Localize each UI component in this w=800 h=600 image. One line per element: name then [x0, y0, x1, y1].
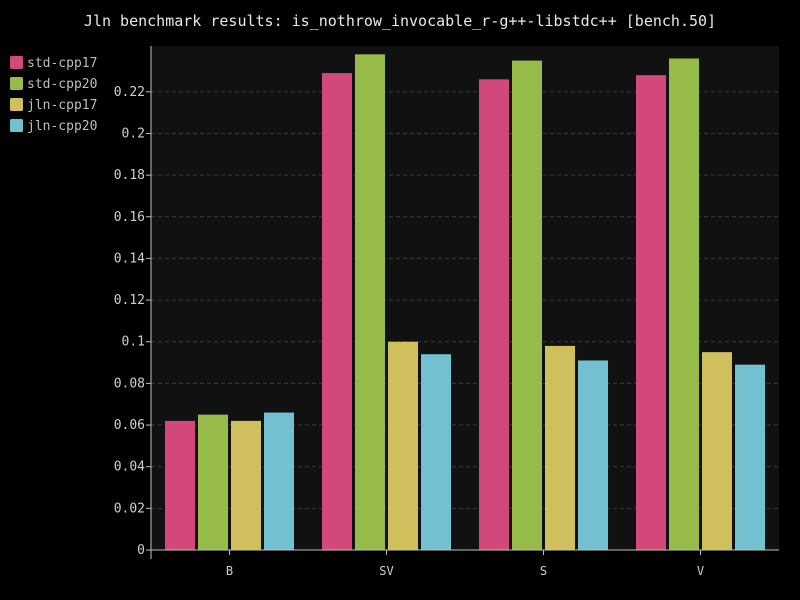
x-category-label: B: [226, 564, 233, 578]
y-tick-label: 0.22: [114, 85, 145, 100]
axes: [150, 46, 779, 559]
y-tick-label: 0.1: [122, 335, 145, 350]
legend-label: jln-cpp20: [27, 119, 97, 134]
bar-jln-cpp17-B: [231, 420, 261, 550]
y-tick-label: 0.06: [114, 418, 145, 433]
x-category-labels: B SV S V: [226, 550, 704, 578]
bar-std-cpp17-SV: [322, 73, 352, 551]
bar-jln-cpp20-V: [735, 364, 765, 550]
bar-std-cpp17-V: [636, 75, 666, 550]
x-category-label: S: [540, 564, 547, 578]
y-tick-label: 0.04: [114, 460, 145, 475]
y-tick-label: 0.2: [122, 126, 145, 141]
legend-swatch: [10, 119, 23, 132]
chart-title: Jln benchmark results: is_nothrow_invoca…: [84, 12, 716, 30]
legend-label: jln-cpp17: [27, 98, 97, 113]
x-category-label: V: [697, 564, 704, 578]
y-tick-label: 0.02: [114, 501, 145, 516]
legend-swatch: [10, 98, 23, 111]
bars: [165, 54, 765, 551]
y-tick-label: 0.12: [114, 293, 145, 308]
bar-std-cpp17-B: [165, 420, 195, 550]
legend-swatch: [10, 77, 23, 90]
legend-label: std-cpp17: [27, 56, 97, 71]
legend: std-cpp17 std-cpp20 jln-cpp17 jln-cpp20: [10, 56, 97, 134]
bar-std-cpp20-SV: [355, 54, 385, 551]
y-ticks: 0 0.02 0.04 0.06 0.08 0.1 0.12 0.14 0.16 0.18 0.2 0…: [114, 85, 151, 558]
legend-label: std-cpp20: [27, 77, 97, 92]
y-tick-label: 0: [137, 543, 145, 558]
y-tick-label: 0.18: [114, 168, 145, 183]
bar-jln-cpp17-V: [702, 352, 732, 550]
bar-jln-cpp17-SV: [388, 341, 418, 550]
bar-std-cpp17-S: [479, 79, 509, 550]
y-tick-label: 0.08: [114, 376, 145, 391]
bar-jln-cpp20-S: [578, 360, 608, 550]
bar-std-cpp20-B: [198, 414, 228, 550]
y-tick-label: 0.14: [114, 251, 145, 266]
bar-jln-cpp17-S: [545, 345, 575, 550]
bar-jln-cpp20-SV: [421, 354, 451, 550]
bar-std-cpp20-S: [512, 60, 542, 550]
bar-std-cpp20-V: [669, 58, 699, 550]
bar-jln-cpp20-B: [264, 412, 294, 550]
x-category-label: SV: [379, 564, 393, 578]
y-tick-label: 0.16: [114, 210, 145, 225]
legend-swatch: [10, 56, 23, 69]
